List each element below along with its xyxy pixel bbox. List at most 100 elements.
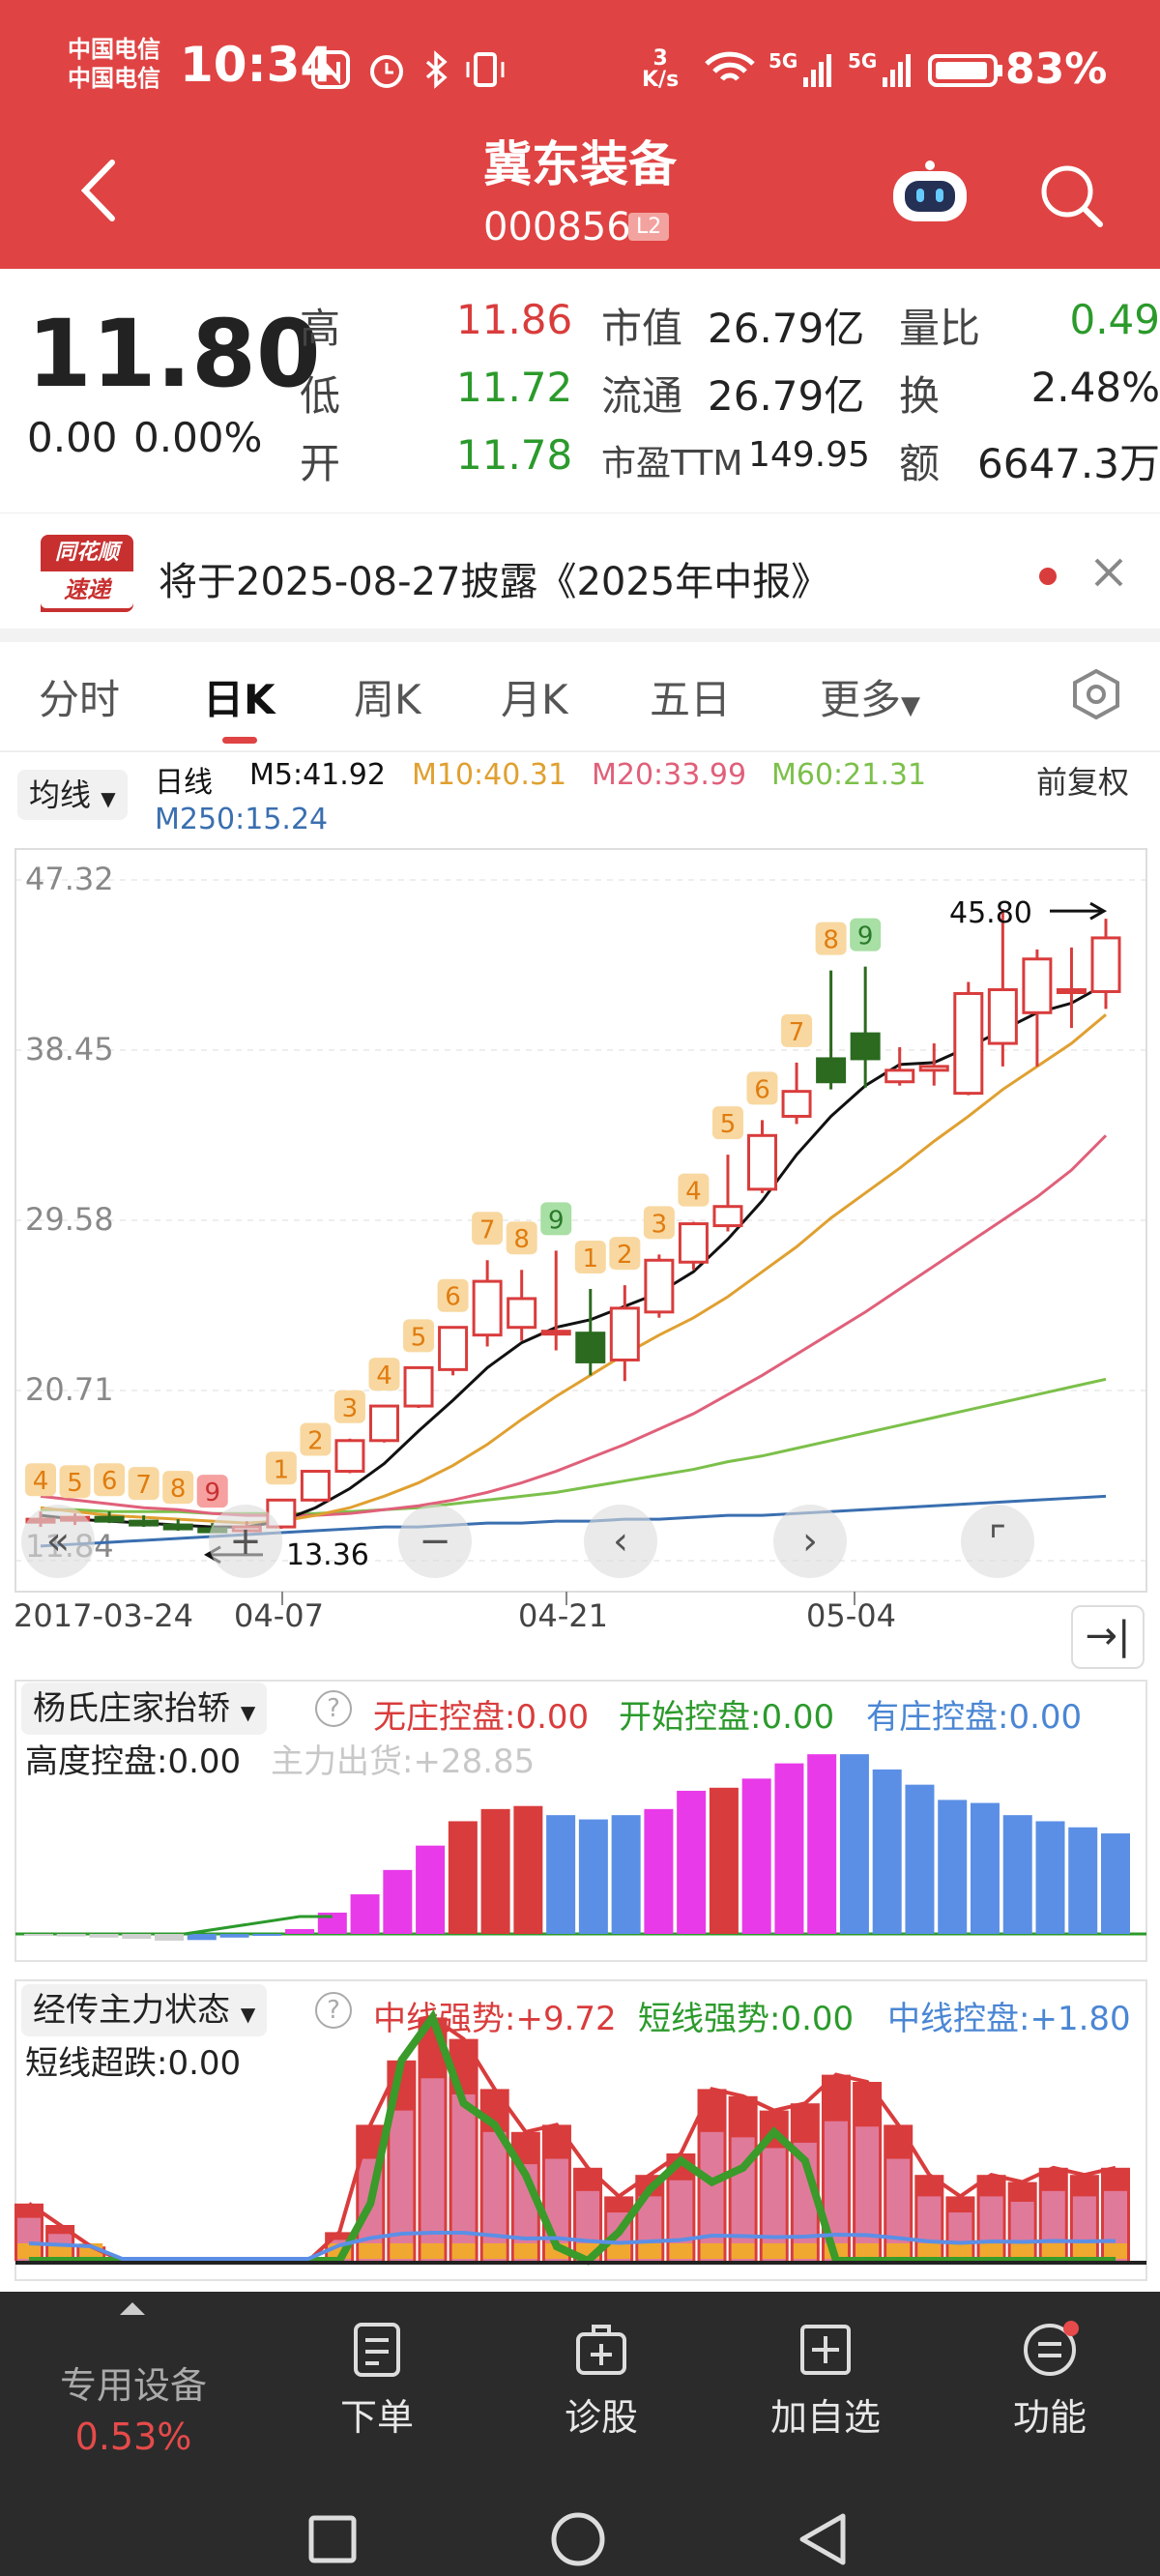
candle-body [472, 1279, 503, 1337]
candle-body [368, 1404, 399, 1443]
help-icon[interactable]: ? [315, 1992, 352, 2029]
ind1-label-out: 主力出货:+28.85 [271, 1742, 536, 1781]
tab-daily-k[interactable]: 日K [203, 676, 276, 723]
td-count-badge [678, 1173, 710, 1207]
back-arrow-icon[interactable] [77, 157, 120, 224]
open-value: 11.78 [456, 431, 573, 479]
jump-latest-button[interactable]: →| [1071, 1605, 1145, 1669]
indicator1-bar [155, 1934, 185, 1941]
td-count-badge [59, 1465, 91, 1499]
zoom-out-button[interactable]: − [398, 1505, 472, 1578]
indicator2-base-bar [948, 2243, 972, 2259]
tab-monthly-k[interactable]: 月K [501, 676, 568, 723]
amount-label: 额 [899, 440, 941, 487]
td-count-label: 6 [754, 1075, 770, 1104]
back-nav-icon[interactable] [795, 2510, 849, 2568]
tab-weekly-k[interactable]: 周K [354, 676, 421, 723]
indicator2-base-bar [513, 2243, 537, 2259]
td-count-badge [609, 1237, 641, 1271]
indicator1-selector[interactable]: 杨氏庄家抬轿 ▼ [21, 1683, 268, 1735]
alarm-icon [370, 55, 403, 88]
indicator2-base-bar [917, 2243, 942, 2259]
close-icon[interactable] [1092, 556, 1125, 589]
td-count-badge [574, 1241, 606, 1274]
indicator1-bar [187, 1934, 217, 1941]
ind1-label-start: 开始控盘:0.00 [619, 1698, 835, 1737]
nav-function[interactable]: 功能 [953, 2321, 1146, 2441]
tab-five-day[interactable]: 五日 [650, 676, 732, 723]
td-count-label: 2 [307, 1427, 324, 1456]
td-count-badge [334, 1390, 365, 1423]
current-price: 11.80 [27, 300, 321, 408]
kline-chart[interactable]: 47.3238.4529.5820.7111.84456789123456789… [0, 841, 1160, 1634]
td-count-badge [196, 1475, 228, 1508]
scroll-left-button[interactable]: ‹ [584, 1505, 657, 1578]
kline-period-label: 日线 [155, 766, 213, 800]
home-icon[interactable] [549, 2510, 607, 2568]
vibrate-icon [466, 52, 505, 87]
td-count-badge [162, 1471, 194, 1505]
search-icon[interactable] [1038, 162, 1106, 230]
td-count-badge [300, 1422, 332, 1456]
y-tick-label: 20.71 [25, 1371, 114, 1408]
robot-assistant-icon[interactable] [889, 160, 971, 229]
help-icon[interactable]: ? [315, 1690, 352, 1727]
tab-fenshi[interactable]: 分时 [39, 676, 121, 723]
candle-body [678, 1222, 709, 1264]
nav-order[interactable]: 下单 [280, 2321, 474, 2441]
td-count-badge [850, 918, 882, 951]
signal-5g-icon: 5G [768, 49, 831, 87]
clock: 10:34 [180, 37, 334, 93]
signal-5g-icon-2: 5G [848, 49, 911, 87]
fullscreen-button[interactable]: ⌜ [961, 1505, 1034, 1578]
low-value: 11.72 [456, 364, 573, 411]
notice-bar[interactable]: 同花顺 速递 将于2025-08-27披露《2025年中报》 [0, 512, 1160, 629]
td-count-label: 4 [376, 1361, 392, 1390]
td-count-badge [265, 1451, 297, 1485]
svg-text:5G: 5G [848, 49, 877, 73]
indicator1-bar [807, 1754, 837, 1934]
tab-more[interactable]: 更多▼ [820, 676, 921, 723]
scroll-right-button[interactable]: › [773, 1505, 847, 1578]
settings-hex-icon[interactable] [1069, 667, 1123, 721]
indicator1-bar [677, 1790, 707, 1934]
expand-up-icon[interactable] [118, 2299, 147, 2317]
unread-dot [1039, 568, 1057, 585]
indicator1-bar [480, 1808, 510, 1934]
adjust-mode[interactable]: 前复权 [1036, 764, 1130, 801]
recent-apps-icon[interactable] [305, 2512, 360, 2566]
indicator2-selector[interactable]: 经传主力状态 ▼ [21, 1984, 268, 2036]
ma-dropdown[interactable]: 均线 ▼ [17, 770, 128, 820]
indicator2-base-bar [793, 2243, 817, 2259]
candle-body [575, 1332, 606, 1363]
candle-body [953, 991, 984, 1096]
indicator1-bar [611, 1815, 641, 1934]
td-count-badge [128, 1467, 160, 1501]
ind2-label-mid-strong: 中线强势:+9.72 [373, 2000, 617, 2038]
td-count-label: 3 [342, 1394, 359, 1423]
svg-text:5G: 5G [768, 49, 798, 73]
indicator2-base-bar [700, 2243, 724, 2259]
nav-add-watchlist[interactable]: 加自选 [729, 2321, 922, 2441]
td-count-label: 5 [67, 1469, 83, 1498]
indicator1-bar [56, 1934, 86, 1937]
zoom-in-button[interactable]: + [209, 1505, 282, 1578]
scroll-left-fast-button[interactable]: « [21, 1505, 95, 1578]
candle-body [129, 1519, 160, 1527]
vol-ratio-label: 量比 [899, 305, 981, 352]
indicator1-bar [383, 1869, 413, 1934]
nav-diagnose[interactable]: 诊股 [505, 2321, 698, 2441]
indicator2-base-bar [638, 2243, 662, 2259]
indicator1-bar [578, 1819, 608, 1934]
indicator1-bar [905, 1784, 935, 1934]
industry-label[interactable]: 专用设备 [59, 2364, 207, 2407]
indicator1-bar [416, 1845, 446, 1934]
x-tick-label: 04-07 [234, 1597, 324, 1634]
indicator1-chart [14, 1680, 1147, 1962]
level2-badge[interactable]: L2 [628, 213, 670, 241]
indicator2-base-bar [607, 2243, 631, 2259]
indicator1-bar [513, 1805, 543, 1934]
candle-body [781, 1090, 812, 1118]
x-tick-label: 04-21 [518, 1597, 608, 1634]
indicator1-bar [219, 1934, 249, 1938]
